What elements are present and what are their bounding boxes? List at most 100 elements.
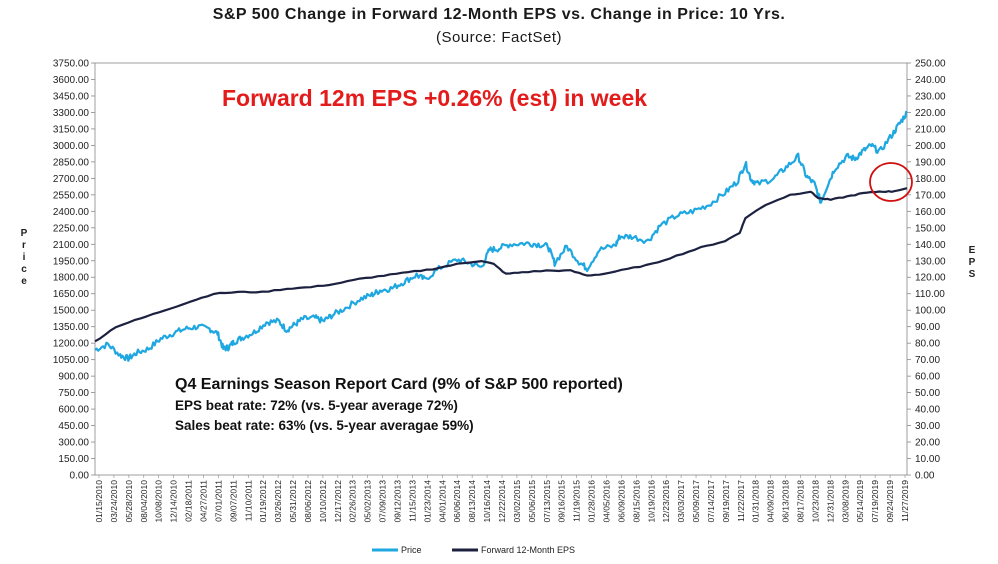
left-tick-label: 1800.00 <box>53 273 90 284</box>
right-tick-label: 150.00 <box>915 223 946 234</box>
right-tick-label: 160.00 <box>915 207 946 218</box>
x-tick-label: 01/15/2010 <box>94 480 104 523</box>
x-tick-label: 10/10/2012 <box>318 480 328 523</box>
headline-annotation: Forward 12m EPS +0.26% (est) in week <box>222 85 647 111</box>
x-tick-label: 08/13/2014 <box>467 480 477 523</box>
right-tick-label: 110.00 <box>915 289 945 300</box>
right-tick-label: 250.00 <box>915 59 946 70</box>
right-tick-label: 30.00 <box>915 421 940 432</box>
x-tick-label: 12/31/2018 <box>825 480 835 523</box>
x-tick-label: 03/02/2015 <box>512 480 522 523</box>
x-tick-label: 10/23/2018 <box>810 480 820 523</box>
x-tick-label: 11/19/2015 <box>572 480 582 522</box>
chart-title: S&P 500 Change in Forward 12-Month EPS v… <box>212 6 786 23</box>
legend-eps-label: Forward 12-Month EPS <box>481 545 575 555</box>
left-tick-label: 2100.00 <box>53 240 90 251</box>
right-axis: 0.00 10.00 20.00 30.00 40.00 50.00 60.00 70.00 8… <box>907 59 946 482</box>
right-tick-label: 80.00 <box>915 339 940 350</box>
x-tick-label: 07/14/2017 <box>706 480 716 523</box>
x-tick-label: 12/23/2016 <box>661 480 671 523</box>
sales-beat-rate: Sales beat rate: 63% (vs. 5-year averaga… <box>175 418 474 433</box>
right-tick-label: 50.00 <box>915 388 940 399</box>
right-tick-label: 130.00 <box>915 256 946 267</box>
x-tick-label: 12/17/2012 <box>333 480 343 523</box>
right-tick-label: 20.00 <box>915 438 940 449</box>
x-tick-label: 09/19/2017 <box>721 480 731 523</box>
x-tick-label: 04/27/2011 <box>198 480 208 522</box>
x-tick-label: 09/16/2015 <box>557 480 567 523</box>
left-tick-label: 3750.00 <box>53 59 90 70</box>
left-tick-label: 1650.00 <box>53 289 90 300</box>
x-tick-label: 03/08/2019 <box>840 480 850 523</box>
x-tick-label: 06/13/2018 <box>781 480 791 523</box>
left-tick-label: 2850.00 <box>53 157 90 168</box>
left-tick-label: 600.00 <box>58 405 89 416</box>
right-tick-label: 0.00 <box>915 471 935 482</box>
x-tick-label: 09/07/2011 <box>228 480 238 522</box>
left-tick-label: 2550.00 <box>53 190 90 201</box>
x-tick-label: 05/28/2010 <box>124 480 134 523</box>
x-tick-label: 08/06/2012 <box>303 480 313 523</box>
right-tick-label: 90.00 <box>915 322 940 333</box>
right-tick-label: 40.00 <box>915 405 940 416</box>
right-tick-label: 120.00 <box>915 273 946 284</box>
left-tick-label: 2700.00 <box>53 174 90 185</box>
x-tick-label: 07/13/2015 <box>542 480 552 523</box>
right-tick-label: 180.00 <box>915 174 946 185</box>
x-tick-label: 06/09/2016 <box>616 480 626 523</box>
x-tick-label: 08/15/2016 <box>631 480 641 523</box>
x-tick-label: 01/19/2012 <box>258 480 268 523</box>
x-tick-label: 03/03/2017 <box>676 480 686 523</box>
x-tick-label: 09/24/2019 <box>885 480 895 523</box>
x-tick-label: 11/10/2011 <box>243 480 253 522</box>
plot-area-border <box>94 62 908 476</box>
x-tick-label: 10/16/2014 <box>482 480 492 523</box>
right-tick-label: 170.00 <box>915 190 946 201</box>
right-tick-label: 140.00 <box>915 240 946 251</box>
right-tick-label: 60.00 <box>915 372 940 383</box>
left-tick-label: 300.00 <box>58 438 89 449</box>
x-tick-label: 04/05/2016 <box>601 480 611 523</box>
x-tick-label: 02/26/2013 <box>348 480 358 523</box>
x-tick-label: 12/22/2014 <box>497 480 507 523</box>
axis-label-letter: P <box>969 257 976 268</box>
left-tick-label: 450.00 <box>58 421 89 432</box>
x-tick-label: 07/01/2011 <box>213 480 223 522</box>
left-tick-label: 3450.00 <box>53 91 90 102</box>
axis-label-letter: P <box>21 228 28 239</box>
left-tick-label: 2250.00 <box>53 223 90 234</box>
left-tick-label: 3600.00 <box>53 75 90 86</box>
right-tick-label: 190.00 <box>915 157 946 168</box>
axis-label-letter: r <box>22 240 26 251</box>
eps-beat-rate: EPS beat rate: 72% (vs. 5-year average 7… <box>175 398 458 413</box>
x-tick-label: 04/01/2014 <box>437 480 447 523</box>
x-tick-label: 08/17/2018 <box>796 480 806 523</box>
report-card-title: Q4 Earnings Season Report Card (9% of S&… <box>175 376 623 393</box>
left-tick-label: 1200.00 <box>53 339 90 350</box>
axis-label-letter: E <box>969 245 976 256</box>
x-tick-label: 05/02/2013 <box>363 480 373 523</box>
x-tick-label: 01/28/2016 <box>587 480 597 523</box>
left-tick-label: 150.00 <box>58 454 89 465</box>
axis-label-letter: e <box>21 276 27 287</box>
right-tick-label: 10.00 <box>915 454 940 465</box>
right-tick-label: 230.00 <box>915 91 946 102</box>
left-tick-label: 1500.00 <box>53 306 90 317</box>
x-tick-label: 07/19/2019 <box>870 480 880 523</box>
legend-price-label: Price <box>401 545 422 555</box>
right-tick-label: 240.00 <box>915 75 946 86</box>
x-tick-label: 02/18/2011 <box>184 480 194 522</box>
x-tick-label: 12/14/2010 <box>169 480 179 523</box>
left-tick-label: 1350.00 <box>53 322 90 333</box>
price-series-line <box>94 110 908 362</box>
x-tick-label: 11/15/2013 <box>407 480 417 522</box>
left-tick-label: 2400.00 <box>53 207 90 218</box>
x-tick-label: 01/23/2014 <box>422 480 432 523</box>
x-tick-label: 07/09/2013 <box>378 480 388 523</box>
x-tick-label: 08/04/2010 <box>139 480 149 523</box>
left-tick-label: 1950.00 <box>53 256 90 267</box>
x-tick-label: 11/27/2019 <box>900 480 910 522</box>
